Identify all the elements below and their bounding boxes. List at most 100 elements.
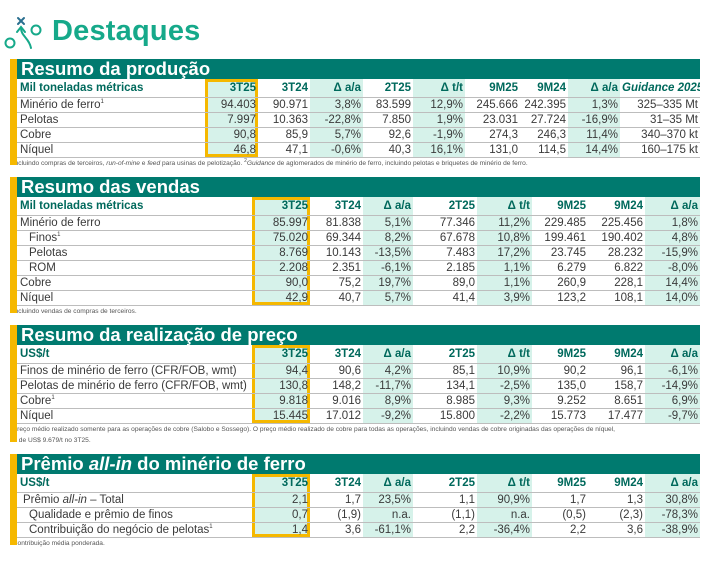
text-segment: Contribuição do negócio de pelotas: [29, 524, 210, 536]
cell-value: 245.666: [465, 97, 520, 113]
cell-value: 4,2%: [363, 363, 413, 379]
table-row: Finos de minério de ferro (CFR/FOB, wmt)…: [17, 363, 700, 379]
sections-container: Resumo da produção Mil toneladas métricas…: [10, 59, 700, 549]
text-segment: Preço médio realizado somente para as op…: [12, 426, 616, 433]
table-row: Contribuição do negócio de pelotas1 1,4 3,…: [17, 522, 700, 538]
row-label: Finos1: [17, 230, 252, 246]
cell-value: -8,0%: [645, 260, 700, 276]
text-segment: Qualidade e prêmio de finos: [29, 509, 173, 521]
section-title: Resumo das vendas: [17, 177, 700, 197]
cell-value: 90,0: [252, 275, 310, 291]
text-segment: Incluindo compras de terceiros,: [12, 160, 107, 167]
cell-value: -11,7%: [363, 378, 413, 394]
cell-value: 9.016: [310, 393, 363, 409]
cell-value: 8,9%: [363, 393, 413, 409]
premio-table: US$/t 3T25 3T24 Δ a/a 2T25 Δ t/t 9M25 9M24 Δ a/a…: [17, 474, 700, 538]
text-segment: Finos: [29, 232, 58, 244]
text-segment: Níquel: [20, 144, 54, 156]
cell-value: 75.020: [252, 230, 310, 246]
unit-header: US$/t: [17, 474, 252, 493]
cell-value: 69.344: [310, 230, 363, 246]
row-label: Níquel: [17, 408, 252, 424]
cell-value: 85.997: [252, 215, 310, 231]
column-header: Δ a/a: [568, 79, 620, 98]
cell-value: 1,1%: [477, 275, 532, 291]
cell-value: 123,2: [532, 290, 588, 306]
cell-value: 14,4%: [645, 275, 700, 291]
cell-value: 108,1: [588, 290, 645, 306]
column-header: 3T25: [252, 197, 310, 216]
cell-value: 90.971: [258, 97, 310, 113]
text-segment: Pelotas de minério de ferro (CFR/FOB, wm…: [20, 380, 247, 392]
cell-value: 10.143: [310, 245, 363, 261]
cell-value: 17,2%: [477, 245, 532, 261]
cell-value: 2.351: [310, 260, 363, 276]
column-header: 9M24: [588, 345, 645, 364]
text-segment: Resumo da produção: [21, 59, 211, 79]
table-row: Pelotas de minério de ferro (CFR/FOB, wm…: [17, 378, 700, 394]
cell-value: 15.800: [413, 408, 477, 424]
section-vendas: Resumo das vendas Mil toneladas métricas 3…: [10, 177, 700, 317]
unit-header: US$/t: [17, 345, 252, 364]
text-segment: Resumo das vendas: [21, 177, 200, 197]
row-label: Qualidade e prêmio de finos: [17, 507, 252, 523]
cell-value: 85,1: [413, 363, 477, 379]
column-header: 2T25: [413, 197, 477, 216]
footnote-marker: 1: [100, 99, 104, 105]
cell-value: 6,9%: [645, 393, 700, 409]
footnote-marker: 1: [209, 524, 213, 530]
text-segment: run-of-mine: [106, 160, 140, 167]
cell-value: 92,6: [363, 127, 413, 143]
cell-value: 9,3%: [477, 393, 532, 409]
text-segment: Cobre: [20, 129, 52, 141]
text-segment: feed: [147, 160, 161, 167]
text-segment: Pelotas: [20, 114, 59, 126]
cell-value: -14,9%: [645, 378, 700, 394]
table-header-row: US$/t 3T25 3T24 Δ a/a 2T25 Δ t/t 9M25 9M24 Δ a/a: [17, 345, 700, 364]
cell-value: 1,7: [310, 492, 363, 508]
column-header: Δ t/t: [477, 345, 532, 364]
cell-value: 3,9%: [477, 290, 532, 306]
cell-value: 83.599: [363, 97, 413, 113]
text-segment: de aglomerados de minério de ferro, incl…: [275, 160, 528, 167]
table-row: Cobre1 9.818 9.016 8,9% 8.985 9,3% 9.252 8.651 6…: [17, 393, 700, 409]
cell-value: 8.651: [588, 393, 645, 409]
cell-value: 158,7: [588, 378, 645, 394]
table-row: Cobre 90,8 85,9 5,7% 92,6 -1,9% 274,3 246,3 11,4…: [17, 127, 700, 143]
row-label: Níquel: [17, 290, 252, 306]
column-header: Guidance 2025: [620, 79, 700, 98]
text-segment: foi de US$ 9.679/t no 3T25.: [10, 437, 91, 444]
cell-value: 85,9: [258, 127, 310, 143]
table-header-row: Mil toneladas métricas 3T25 3T24 Δ a/a 2T25 Δ…: [17, 197, 700, 216]
cell-value: 30,8%: [645, 492, 700, 508]
text-segment: Pelotas: [29, 247, 68, 259]
cell-value: 14,0%: [645, 290, 700, 306]
cell-value: 46,8: [205, 142, 258, 158]
cell-value: 14,4%: [568, 142, 620, 158]
cell-value: 90,8: [205, 127, 258, 143]
cell-value: -38,9%: [645, 522, 700, 538]
text-segment: all-in: [88, 454, 133, 474]
cell-value: 8,2%: [363, 230, 413, 246]
footnote: foi de US$ 9.679/t no 3T25.: [10, 435, 700, 446]
cell-value: 10,8%: [477, 230, 532, 246]
vendas-table: Mil toneladas métricas 3T25 3T24 Δ a/a 2T25 Δ…: [17, 197, 700, 306]
text-segment: Níquel: [20, 410, 54, 422]
text-segment: – Total: [86, 494, 124, 506]
row-label: Pelotas: [17, 245, 252, 261]
column-header: 3T24: [258, 79, 310, 98]
column-header: Δ t/t: [477, 197, 532, 216]
cell-value: 90,6: [310, 363, 363, 379]
cell-value: -16,9%: [568, 112, 620, 128]
cell-value: 96,1: [588, 363, 645, 379]
cell-value: 2,2: [413, 522, 477, 538]
cell-value: 2.208: [252, 260, 310, 276]
cell-value: 2,1: [252, 492, 310, 508]
preco-table: US$/t 3T25 3T24 Δ a/a 2T25 Δ t/t 9M25 9M24 Δ a/a…: [17, 345, 700, 424]
column-header: 9M25: [532, 474, 588, 493]
accent-bar: [10, 59, 17, 165]
cell-value: 12,9%: [413, 97, 465, 113]
cell-value: (0,5): [532, 507, 588, 523]
cell-value: 17.477: [588, 408, 645, 424]
cell-value: 15.445: [252, 408, 310, 424]
